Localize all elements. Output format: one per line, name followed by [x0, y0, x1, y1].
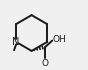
- Text: OH: OH: [53, 35, 67, 44]
- Text: O: O: [42, 59, 49, 68]
- Text: N: N: [12, 37, 20, 47]
